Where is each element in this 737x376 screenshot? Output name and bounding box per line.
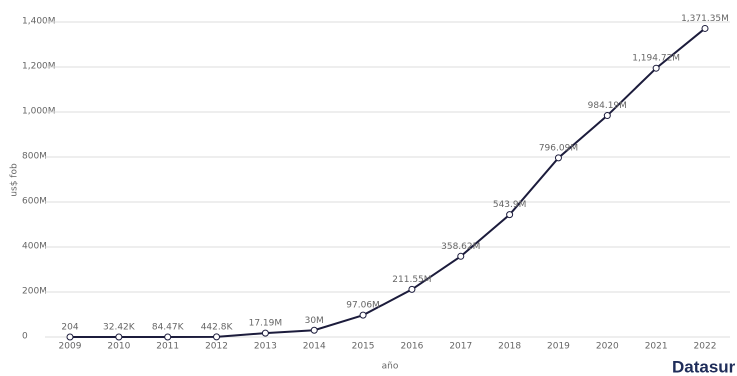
x-tick-label: 2022 [694,342,717,352]
data-point [213,333,221,341]
data-label: 30M [305,316,324,326]
y-tick-label: 0 [22,332,28,342]
y-tick-label: 800M [22,152,47,162]
data-point [652,64,660,72]
x-tick-label: 2019 [547,342,570,352]
data-point [66,333,74,341]
data-point [359,311,367,319]
x-tick-label: 2011 [156,342,179,352]
y-tick-label: 1,000M [22,107,56,117]
y-axis-label: us$ fob [10,163,20,197]
x-tick-label: 2010 [107,342,130,352]
x-tick-label: 2021 [645,342,668,352]
data-point [115,333,123,341]
data-label: 32.42K [103,322,136,332]
x-tick-label: 2016 [400,342,423,352]
data-label: 442.8K [201,322,234,332]
data-label: 543.9M [493,200,527,210]
data-label: 984.19M [588,101,627,111]
x-axis-label: año [382,362,399,372]
data-label: 97.06M [346,301,380,311]
data-label: 796.09M [539,143,578,153]
data-label: 84.47K [152,322,185,332]
x-tick-label: 2017 [449,342,472,352]
x-tick-label: 2014 [303,342,326,352]
y-tick-label: 400M [22,242,47,252]
x-tick-label: 2009 [59,342,82,352]
y-tick-label: 1,200M [22,62,56,72]
x-tick-label: 2020 [596,342,619,352]
data-point [506,211,514,219]
data-point [554,154,562,162]
data-label: 1,194.72M [632,54,680,64]
data-point [164,333,172,341]
data-line [69,27,706,338]
x-tick-label: 2013 [254,342,277,352]
x-tick-label: 2015 [352,342,375,352]
data-label: 358.62M [441,242,480,252]
y-tick-label: 200M [22,287,47,297]
data-point [261,329,269,337]
data-label: 17.19M [249,319,283,329]
y-tick-label: 600M [22,197,47,207]
data-label: 1,371.35M [681,14,729,24]
x-tick-label: 2012 [205,342,228,352]
data-point [457,252,465,260]
data-point [701,24,709,32]
brand-logo: Datasur [672,357,736,376]
data-label: 211.55M [392,275,431,285]
x-tick-label: 2018 [498,342,521,352]
y-tick-label: 1,400M [22,17,56,27]
data-point [310,326,318,334]
data-label: 204 [61,322,78,332]
data-point [408,285,416,293]
data-point [603,112,611,120]
